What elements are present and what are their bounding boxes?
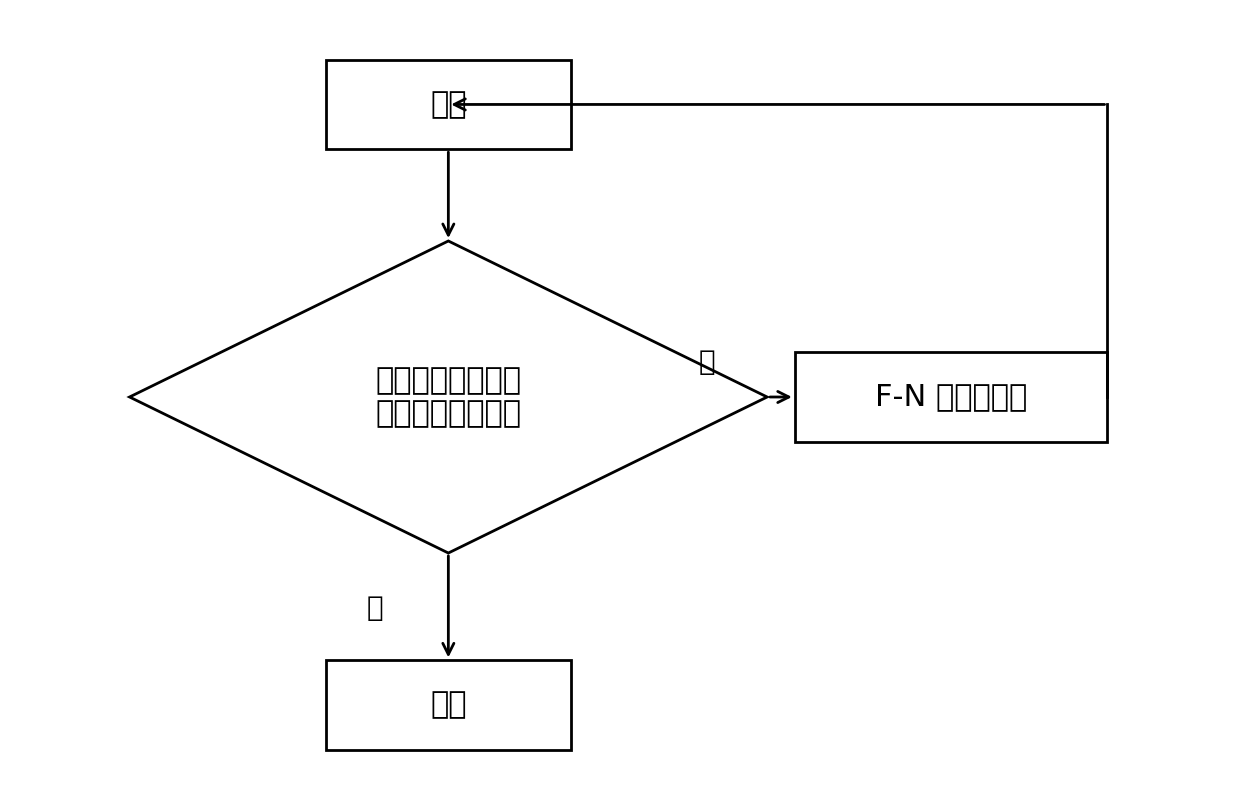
Text: 擦除: 擦除 <box>430 90 466 119</box>
Bar <box>326 661 570 750</box>
Text: F-N 隧穿弱写入: F-N 隧穿弱写入 <box>875 383 1027 411</box>
Polygon shape <box>129 241 768 553</box>
Text: 否: 否 <box>699 348 715 376</box>
Bar <box>326 60 570 149</box>
Bar <box>795 353 1107 441</box>
Text: 结束: 结束 <box>430 691 466 719</box>
Text: 是: 是 <box>367 594 383 622</box>
Text: 阈值电压大于给定
的擦除参考下限值: 阈值电压大于给定 的擦除参考下限值 <box>376 366 521 428</box>
